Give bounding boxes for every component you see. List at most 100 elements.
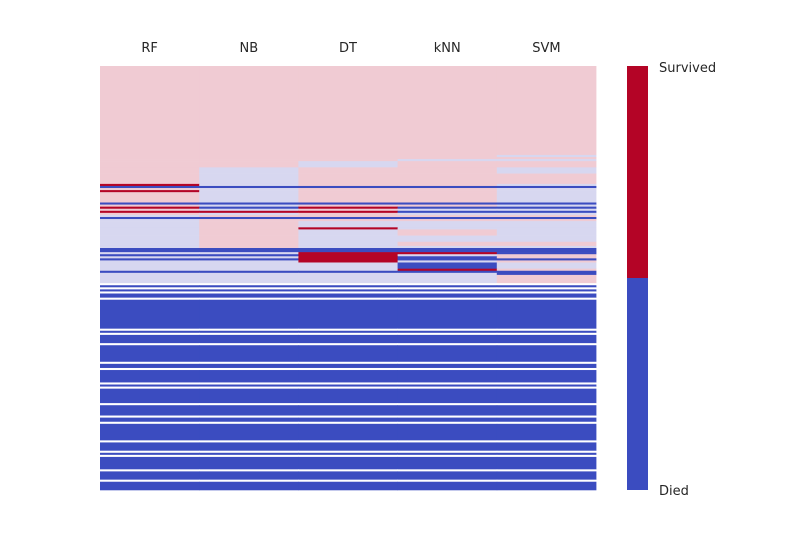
heatmap-cell-svm-band-48 (496, 330, 597, 334)
heatmap-cell-nb-band-51 (199, 343, 299, 346)
heatmap-cell-svm-band-47 (496, 328, 597, 332)
heatmap-cell-rf-band-12 (100, 202, 200, 205)
heatmap-cell-svm-band-73 (496, 469, 597, 472)
heatmap-cell-svm-band-35 (496, 270, 597, 274)
heatmap-cell-svm-band-64 (496, 417, 597, 423)
heatmap-cell-rf-band-22 (100, 227, 200, 230)
heatmap-cell-nb-band-28 (199, 252, 299, 255)
heatmap-cell-knn-band-25 (397, 241, 498, 247)
heatmap-cell-nb-band-7 (199, 183, 299, 187)
heatmap-cell-svm-band-39 (496, 283, 597, 286)
heatmap-cell-rf-band-54 (100, 363, 200, 369)
heatmap-cell-svm-band-66 (496, 423, 597, 441)
heatmap-cell-nb-band-70 (199, 452, 299, 456)
heatmap-cell-nb-band-40 (199, 285, 299, 288)
heatmap-cell-nb-band-61 (199, 403, 299, 406)
heatmap-cell-knn-band-46 (397, 299, 498, 329)
heatmap-cell-nb-band-33 (199, 262, 299, 269)
heatmap-cell-dt-band-65 (298, 421, 398, 425)
heatmap-cell-knn-band-74 (397, 471, 498, 480)
heatmap-cell-nb-band-64 (199, 417, 299, 423)
heatmap-cell-knn-band-24 (397, 235, 498, 243)
heatmap-cell-dt-band-50 (298, 334, 398, 344)
heatmap-cell-rf-band-49 (100, 332, 200, 336)
heatmap-cell-svm-band-11 (496, 192, 597, 203)
heatmap-cell-knn-band-14 (397, 206, 498, 210)
heatmap-cell-svm-band-71 (496, 454, 597, 458)
heatmap-cell-svm-band-13 (496, 204, 597, 207)
heatmap-cell-svm-band-51 (496, 343, 597, 346)
heatmap-cell-rf-band-64 (100, 417, 200, 423)
heatmap-cell-dt-band-6 (298, 173, 398, 185)
heatmap-cell-dt-band-17 (298, 212, 398, 216)
heatmap-cell-svm-band-29 (496, 254, 597, 257)
heatmap-cell-knn-band-31 (397, 258, 498, 261)
heatmap-cell-nb-band-39 (199, 283, 299, 286)
heatmap-cell-knn-band-64 (397, 417, 498, 423)
heatmap-cell-svm-band-44 (496, 293, 597, 298)
heatmap-cell-nb-band-73 (199, 469, 299, 472)
heatmap-cell-svm-band-50 (496, 334, 597, 344)
heatmap-cell-knn-band-47 (397, 328, 498, 332)
heatmap-cell-svm-band-0 (496, 66, 597, 156)
heatmap-cell-svm-band-15 (496, 208, 597, 212)
heatmap-cell-nb-band-4 (199, 161, 299, 168)
heatmap-cell-rf-band-39 (100, 283, 200, 286)
heatmap-cell-rf-band-7 (100, 183, 200, 187)
heatmap-cell-rf-band-59 (100, 386, 200, 389)
heatmap-cell-knn-band-55 (397, 367, 498, 371)
heatmap-cell-nb-band-0 (199, 66, 299, 156)
heatmap-cell-rf-band-44 (100, 293, 200, 298)
heatmap-cell-knn-band-28 (397, 252, 498, 255)
heatmap-cell-nb-band-65 (199, 421, 299, 425)
heatmap-cell-knn-band-18 (397, 214, 498, 218)
heatmap-cell-nb-band-44 (199, 293, 299, 298)
heatmap-cell-knn-band-50 (397, 334, 498, 344)
heatmap-cell-dt-band-28 (298, 252, 398, 255)
heatmap-cell-nb-band-35 (199, 270, 299, 274)
heatmap-cell-dt-band-5 (298, 167, 398, 174)
heatmap-cell-dt-band-36 (298, 272, 398, 276)
heatmap-cell-rf-band-58 (100, 384, 200, 387)
heatmap-cell-nb-band-62 (199, 405, 299, 416)
heatmap-cell-rf-band-62 (100, 405, 200, 416)
heatmap-cell-rf-band-56 (100, 370, 200, 383)
heatmap-cell-nb-band-9 (199, 188, 299, 191)
heatmap-cell-rf-band-24 (100, 235, 200, 243)
heatmap-cell-dt-band-31 (298, 258, 398, 261)
heatmap-cell-svm-band-8 (496, 185, 597, 189)
heatmap-cell-nb-band-45 (199, 297, 299, 301)
heatmap-cell-rf-band-60 (100, 388, 200, 404)
heatmap-cell-dt-band-25 (298, 241, 398, 247)
heatmap-cell-nb-band-43 (199, 291, 299, 294)
heatmap-cell-dt-band-37 (298, 274, 398, 278)
heatmap-cell-dt-band-61 (298, 403, 398, 406)
heatmap-cell-rf-band-50 (100, 334, 200, 344)
heatmap-cell-rf-band-53 (100, 361, 200, 365)
heatmap-cell-knn-band-37 (397, 274, 498, 278)
heatmap-cell-knn-band-27 (397, 248, 498, 253)
heatmap-cell-knn-band-41 (397, 287, 498, 290)
heatmap-cell-nb-band-57 (199, 382, 299, 385)
heatmap-cell-nb-band-36 (199, 272, 299, 276)
heatmap-cell-dt-band-42 (298, 289, 398, 292)
heatmap-cell-nb-band-46 (199, 299, 299, 329)
heatmap-cell-svm-band-1 (496, 154, 597, 158)
heatmap-cell-dt-band-35 (298, 270, 398, 274)
heatmap-cell-dt-band-76 (298, 481, 398, 491)
heatmap-cell-nb-band-42 (199, 289, 299, 292)
heatmap-cell-nb-band-49 (199, 332, 299, 336)
heatmap-cell-rf-band-15 (100, 208, 200, 212)
heatmap-cell-rf-band-10 (100, 190, 200, 193)
heatmap-cell-nb-band-3 (199, 159, 299, 162)
heatmap-cell-nb-band-67 (199, 440, 299, 443)
heatmap-cell-nb-band-18 (199, 214, 299, 218)
heatmap-cell-svm-band-67 (496, 440, 597, 443)
heatmap-cell-nb-band-41 (199, 287, 299, 290)
heatmap-cell-rf-band-47 (100, 328, 200, 332)
heatmap-cell-knn-band-71 (397, 454, 498, 458)
heatmap-cell-dt-band-7 (298, 183, 398, 187)
heatmap-cell-dt-band-47 (298, 328, 398, 332)
heatmap-cell-nb-band-55 (199, 367, 299, 371)
colorbar: Survived Died (627, 61, 716, 499)
